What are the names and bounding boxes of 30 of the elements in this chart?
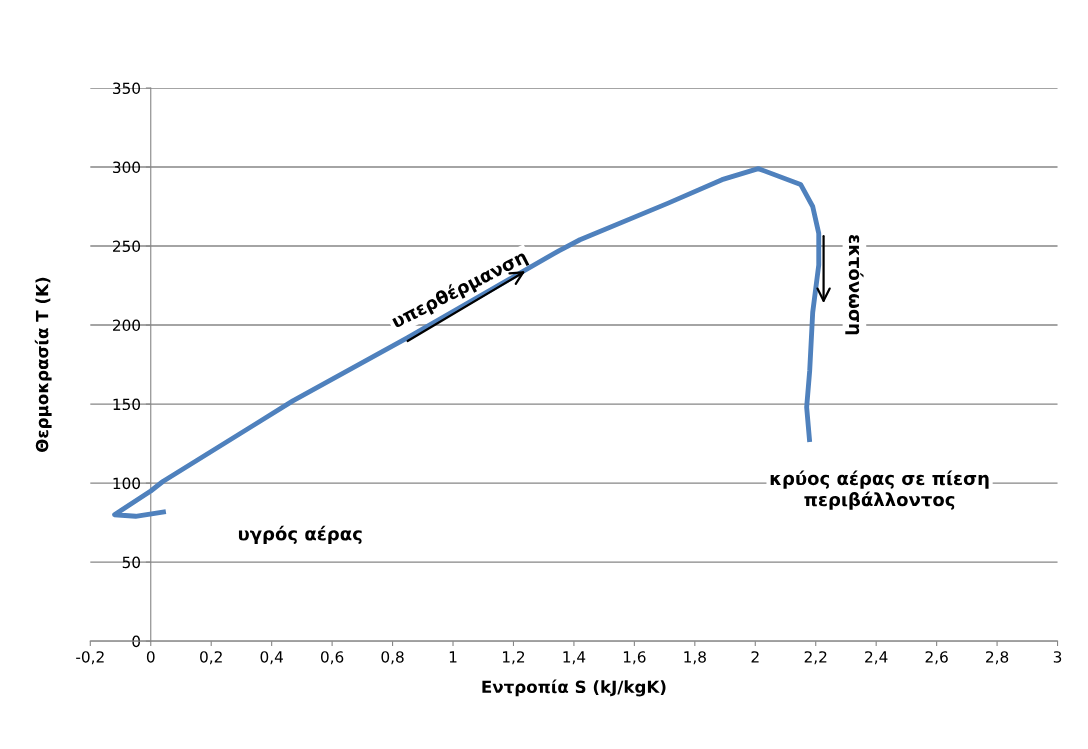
x-tick-label: 0,6 xyxy=(320,651,344,665)
y-tick-label: 0 xyxy=(132,635,141,648)
x-tick-label: -0,2 xyxy=(76,651,104,665)
x-tick-label: 0 xyxy=(146,651,155,663)
y-tick-label: 250 xyxy=(112,240,141,253)
y-tick-label: 300 xyxy=(113,161,141,174)
x-tick-label: 3 xyxy=(1053,651,1062,663)
x-tick-label: 2 xyxy=(751,651,759,663)
x-tick-label: 2,8 xyxy=(986,651,1009,665)
y-tick-label: 350 xyxy=(113,82,141,95)
y-tick-label: 200 xyxy=(112,319,141,332)
annotation: κρύος αέρας σε πίεση περιβάλλοντος xyxy=(770,470,989,510)
x-tick-label: 1,4 xyxy=(563,651,586,665)
x-axis-title: Εντροπία S (kJ/kgK) xyxy=(482,679,666,697)
y-tick-label: 50 xyxy=(122,556,141,569)
annotation: εκτόνωση xyxy=(845,235,864,335)
y-axis-title: Θερμοκρασία T (K) xyxy=(34,277,52,452)
x-tick-label: 2,2 xyxy=(804,651,827,665)
x-tick-label: 1,8 xyxy=(684,651,706,665)
annotation: υγρός αέρας xyxy=(238,525,362,545)
x-tick-label: 1 xyxy=(449,651,457,663)
y-tick-label: 100 xyxy=(113,477,141,490)
x-tick-label: 1,2 xyxy=(503,651,525,665)
x-tick-label: 2,4 xyxy=(865,651,888,665)
x-tick-label: 0,8 xyxy=(381,651,404,665)
x-tick-label: 2,6 xyxy=(925,651,948,665)
y-tick-label: 150 xyxy=(113,398,141,411)
x-tick-label: 0,4 xyxy=(260,651,283,665)
x-tick-label: 0,2 xyxy=(200,651,222,665)
x-tick-label: 1,6 xyxy=(623,651,646,665)
